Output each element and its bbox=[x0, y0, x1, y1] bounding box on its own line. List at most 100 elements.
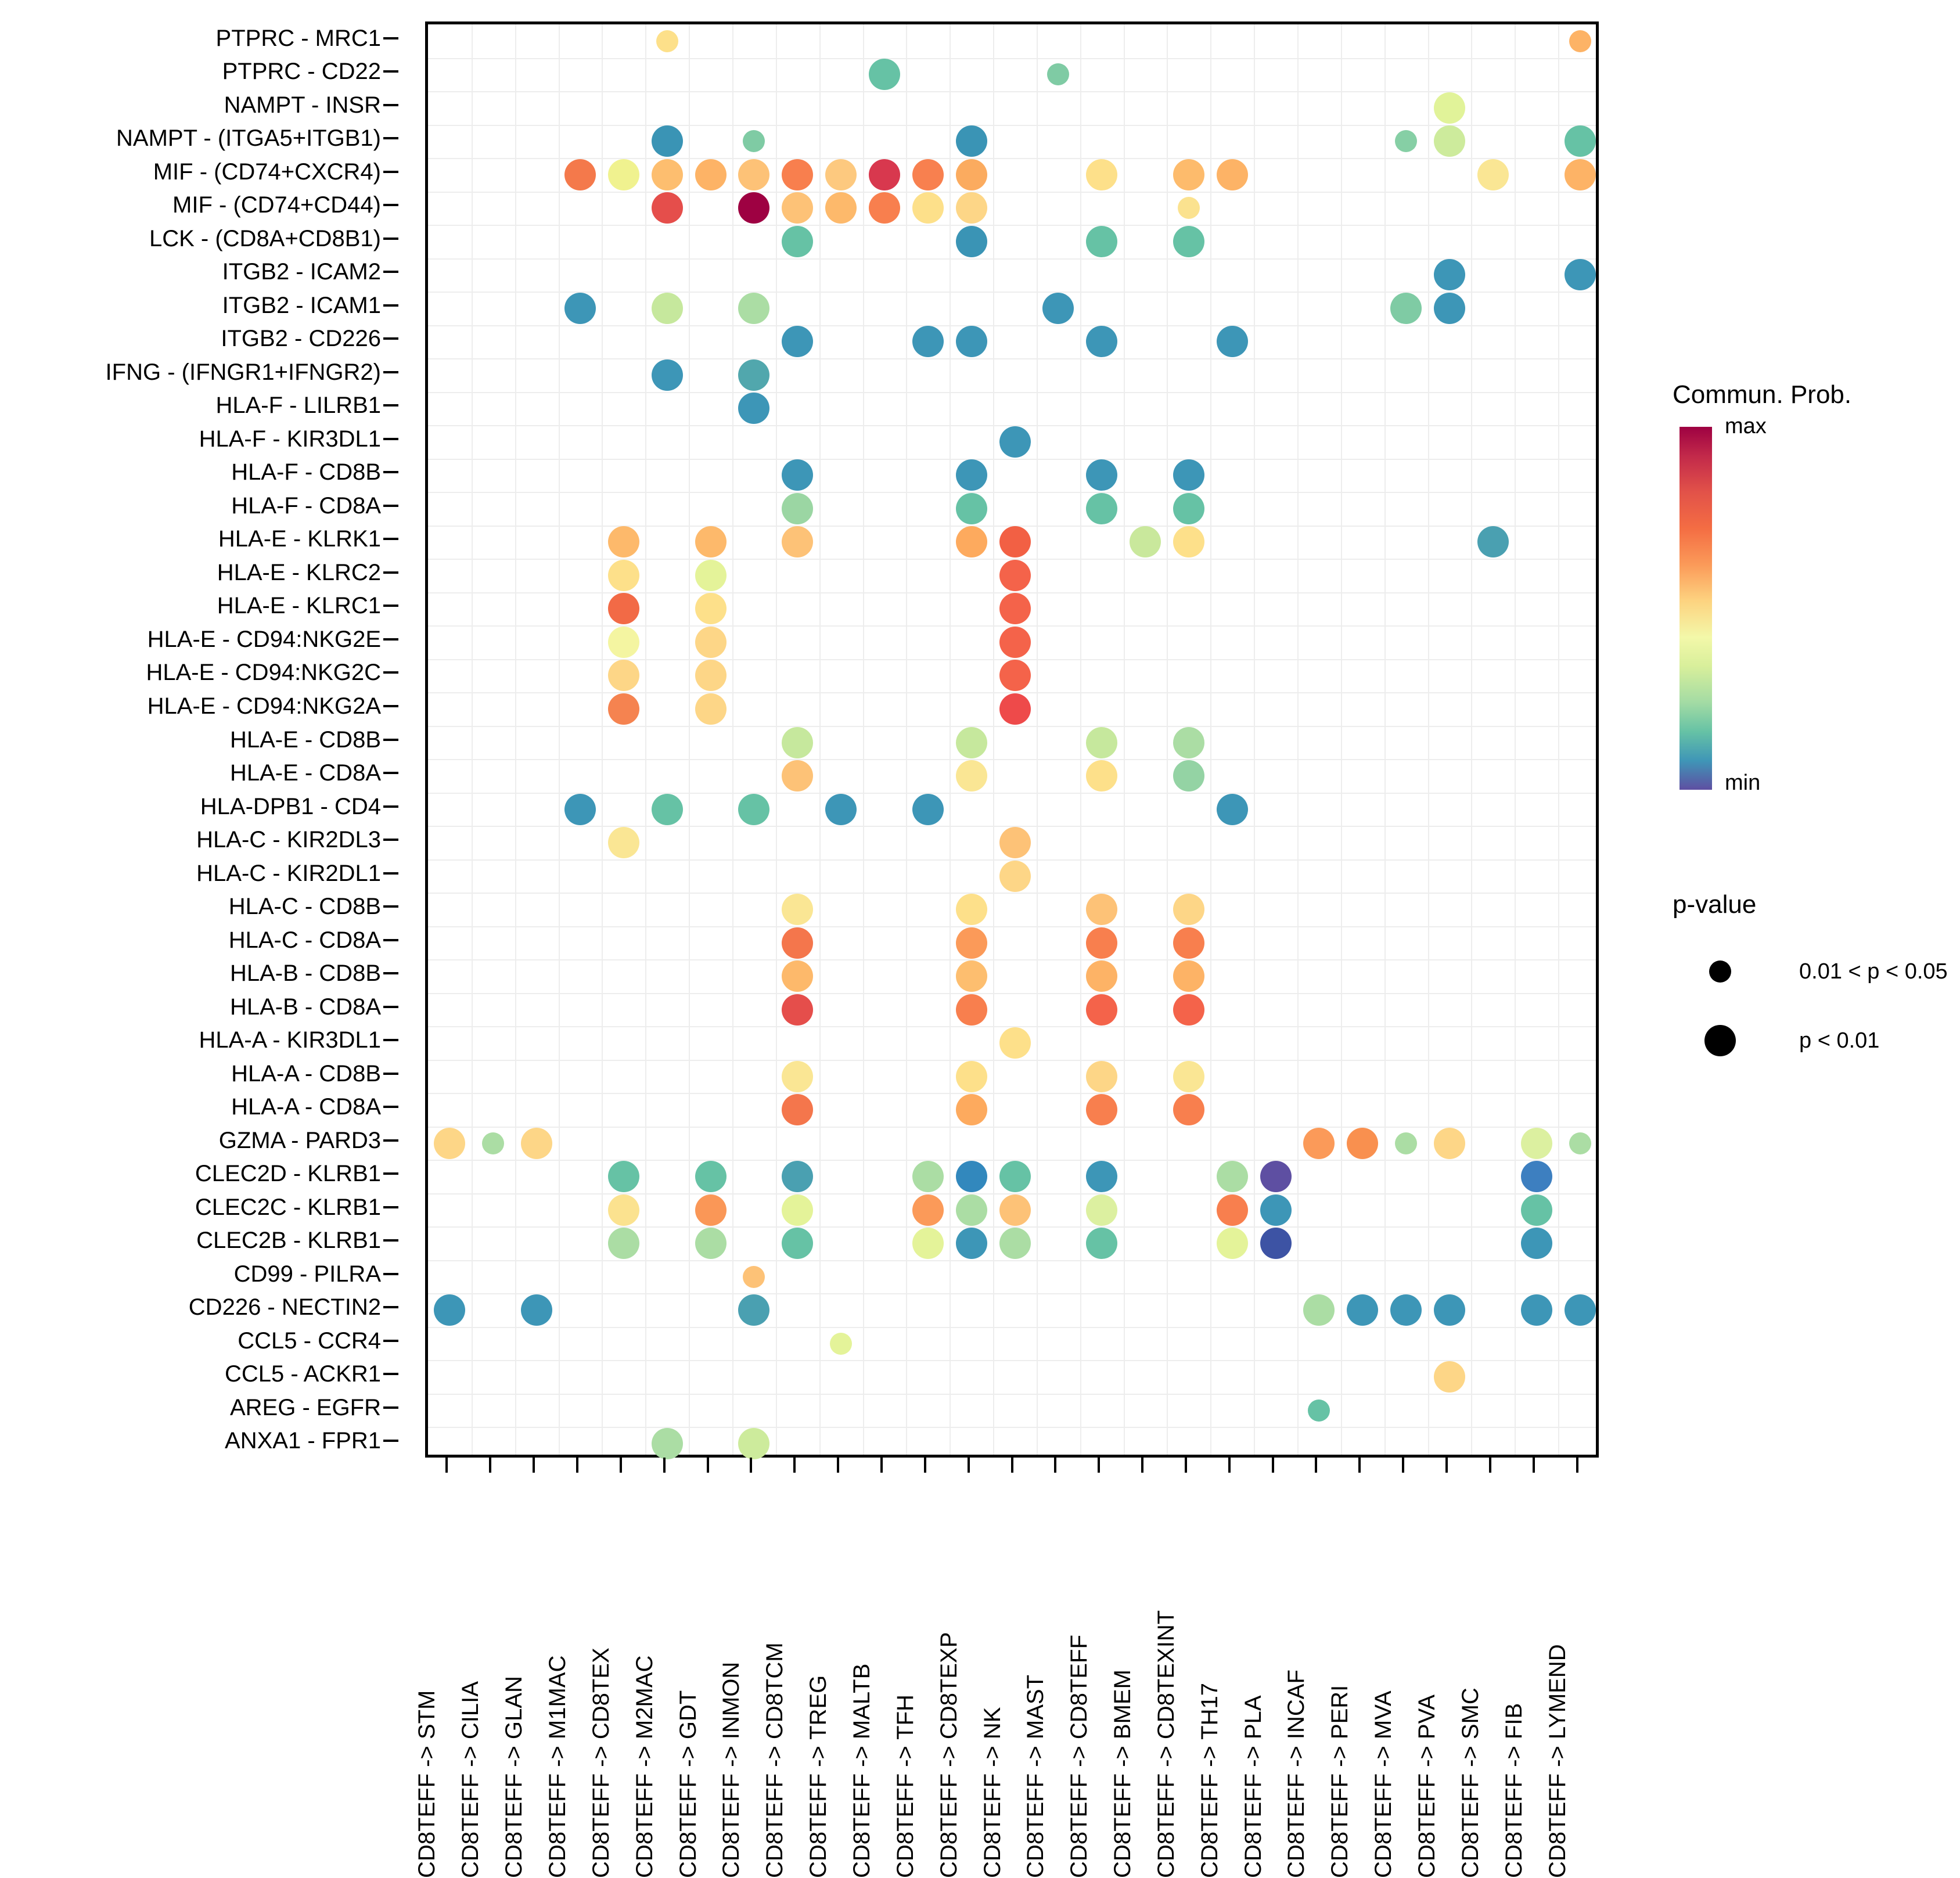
bubble-point bbox=[743, 130, 765, 153]
bubble-point bbox=[782, 526, 814, 558]
bubble-point bbox=[782, 192, 814, 224]
grid-lines bbox=[428, 24, 1596, 1455]
y-axis-label: PTPRC - MRC1 bbox=[215, 25, 381, 51]
y-axis-label: HLA-B - CD8B bbox=[229, 960, 381, 987]
bubble-point bbox=[1520, 1127, 1552, 1159]
y-axis-tick bbox=[383, 772, 398, 774]
bubble-point bbox=[1086, 1094, 1118, 1126]
y-axis-tick bbox=[383, 1373, 398, 1376]
y-axis-label: MIF - (CD74+CXCR4) bbox=[153, 159, 381, 185]
grid-line-horizontal bbox=[428, 1393, 1596, 1395]
grid-line-vertical bbox=[950, 24, 951, 1455]
bubble-point bbox=[999, 1194, 1031, 1226]
y-axis-label: HLA-B - CD8A bbox=[229, 994, 381, 1020]
grid-line-vertical bbox=[862, 24, 864, 1455]
bubble-point bbox=[782, 1194, 814, 1226]
bubble-point bbox=[825, 793, 857, 825]
bubble-point bbox=[434, 1294, 466, 1326]
y-axis-label: HLA-E - CD94:NKG2E bbox=[147, 626, 381, 652]
grid-line-vertical bbox=[1427, 24, 1429, 1455]
y-axis: PTPRC - MRC1 PTPRC - CD22 NAMPT - INSR NAMP… bbox=[0, 21, 407, 1458]
bubble-point bbox=[999, 559, 1031, 591]
bubble-point bbox=[1564, 125, 1596, 157]
grid-line-vertical bbox=[993, 24, 995, 1455]
y-axis-label: MIF - (CD74+CD44) bbox=[172, 192, 381, 218]
bubble-point bbox=[1216, 1194, 1248, 1226]
x-axis-label: CD8TEFF -> CD8TEXINT bbox=[1153, 1610, 1179, 1878]
grid-line-vertical bbox=[515, 24, 516, 1455]
bubble-point bbox=[955, 326, 987, 358]
y-axis-label: HLA-F - KIR3DL1 bbox=[199, 426, 381, 452]
bubble-point bbox=[607, 660, 639, 692]
bubble-point bbox=[738, 1428, 770, 1460]
bubble-point bbox=[782, 1228, 814, 1260]
y-axis-tick bbox=[383, 204, 398, 207]
bubble-point bbox=[782, 726, 814, 758]
grid-line-horizontal bbox=[428, 792, 1596, 794]
grid-line-vertical bbox=[1123, 24, 1125, 1455]
bubble-point bbox=[1086, 726, 1118, 758]
grid-line-horizontal bbox=[428, 325, 1596, 326]
x-axis-tick bbox=[706, 1458, 709, 1473]
bubble-point bbox=[1173, 994, 1204, 1026]
bubble-point bbox=[1434, 292, 1466, 324]
y-axis-tick bbox=[383, 638, 398, 641]
pvalue-legend-title: p-value bbox=[1673, 890, 1757, 919]
bubble-point bbox=[1477, 159, 1509, 190]
x-axis-tick bbox=[837, 1458, 840, 1473]
x-axis-label: CD8TEFF -> PERI bbox=[1327, 1685, 1353, 1878]
bubble-point bbox=[782, 960, 814, 992]
x-axis-tick bbox=[1010, 1458, 1013, 1473]
grid-line-vertical bbox=[1558, 24, 1560, 1455]
bubble-point bbox=[999, 626, 1031, 658]
y-axis-label: HLA-C - KIR2DL3 bbox=[196, 827, 381, 853]
bubble-point bbox=[912, 1228, 944, 1260]
bubble-point bbox=[1173, 760, 1204, 792]
bubble-point bbox=[1260, 1161, 1292, 1193]
bubble-point bbox=[955, 1194, 987, 1226]
x-axis-label: CD8TEFF -> GDT bbox=[675, 1690, 701, 1878]
bubble-point bbox=[782, 1094, 814, 1126]
bubble-point bbox=[782, 1161, 814, 1193]
x-axis: CD8TEFF -> STM CD8TEFF -> CILIA CD8TEFF ->… bbox=[414, 1458, 1599, 1878]
y-axis-label: HLA-A - CD8B bbox=[231, 1060, 381, 1086]
bubble-point bbox=[1569, 1132, 1591, 1154]
bubble-point bbox=[999, 1228, 1031, 1260]
y-axis-label: PTPRC - CD22 bbox=[222, 59, 381, 85]
grid-line-horizontal bbox=[428, 926, 1596, 927]
grid-line-vertical bbox=[775, 24, 777, 1455]
grid-line-horizontal bbox=[428, 191, 1596, 193]
bubble-point bbox=[1260, 1194, 1292, 1226]
bubble-point bbox=[1260, 1228, 1292, 1260]
y-axis-label: HLA-E - CD8B bbox=[229, 726, 381, 753]
y-axis-label: LCK - (CD8A+CD8B1) bbox=[149, 225, 381, 251]
grid-line-horizontal bbox=[428, 1193, 1596, 1195]
y-axis-label: HLA-DPB1 - CD4 bbox=[200, 793, 381, 819]
x-axis-tick bbox=[1358, 1458, 1361, 1473]
y-axis-label: HLA-E - CD94:NKG2C bbox=[146, 660, 381, 686]
y-axis-tick bbox=[383, 370, 398, 373]
x-axis-label: CD8TEFF -> MAST bbox=[1023, 1674, 1049, 1878]
bubble-point bbox=[955, 726, 987, 758]
x-axis-tick bbox=[923, 1458, 926, 1473]
x-axis-tick bbox=[750, 1458, 753, 1473]
grid-line-vertical bbox=[732, 24, 733, 1455]
bubble-point bbox=[695, 693, 727, 725]
y-axis-label: IFNG - (IFNGR1+IFNGR2) bbox=[105, 359, 381, 385]
x-axis-tick bbox=[445, 1458, 448, 1473]
y-axis-tick bbox=[383, 805, 398, 808]
grid-line-vertical bbox=[1210, 24, 1212, 1455]
bubble-point bbox=[782, 927, 814, 959]
bubble-point bbox=[738, 192, 770, 224]
y-axis-tick bbox=[383, 938, 398, 941]
y-axis-label: CLEC2C - KLRB1 bbox=[195, 1194, 381, 1220]
bubble-point bbox=[955, 225, 987, 257]
bubble-point bbox=[651, 159, 683, 190]
colorbar-gradient bbox=[1680, 427, 1712, 790]
bubble-point bbox=[656, 30, 678, 52]
bubble-point bbox=[1303, 1294, 1335, 1326]
y-axis-tick bbox=[383, 1005, 398, 1008]
y-axis-tick bbox=[383, 905, 398, 908]
x-axis-tick bbox=[880, 1458, 883, 1473]
y-axis-label: CD99 - PILRA bbox=[233, 1261, 381, 1287]
